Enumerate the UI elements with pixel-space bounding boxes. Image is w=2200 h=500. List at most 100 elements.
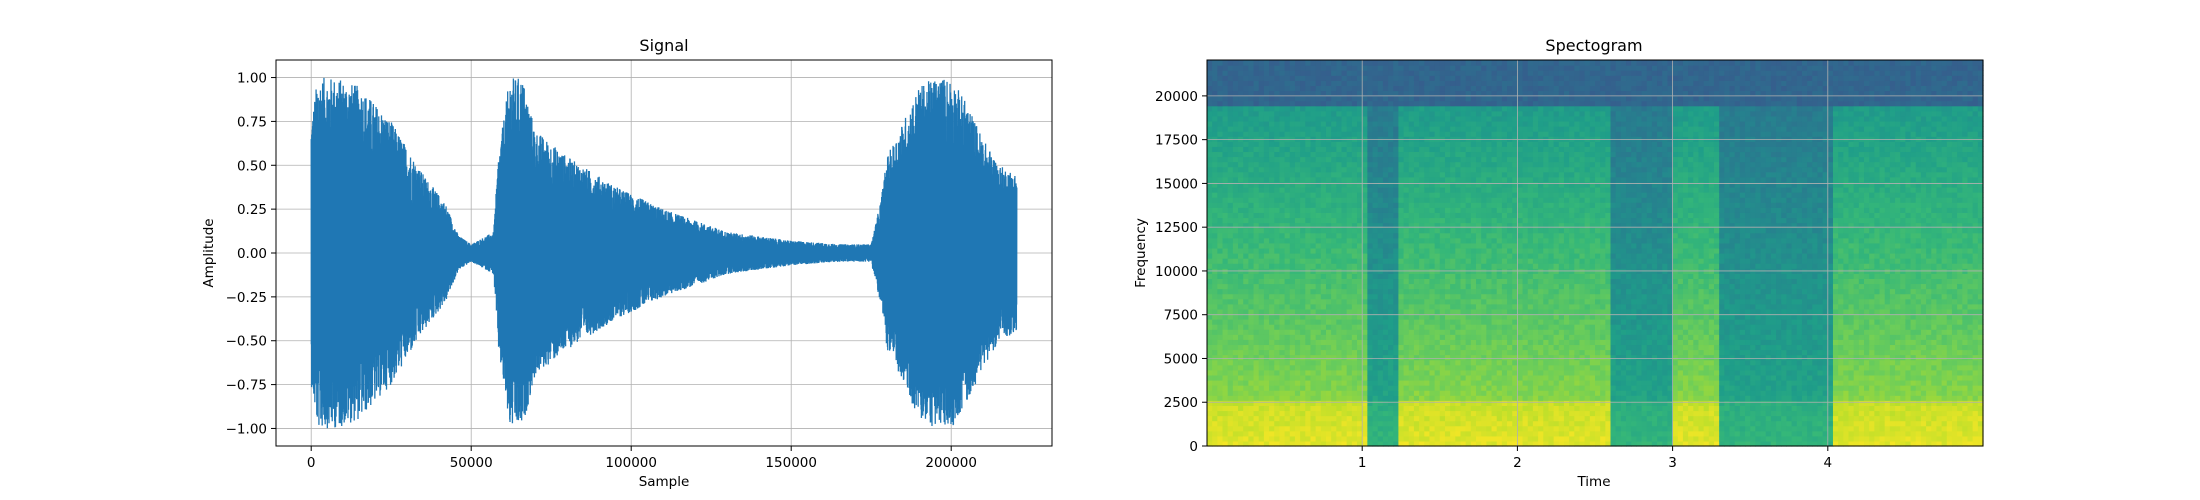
spectrogram-cell xyxy=(1403,247,1410,254)
spectrogram-cell xyxy=(1238,390,1244,396)
spectrogram-cell xyxy=(1434,410,1441,417)
spectrogram-cell xyxy=(1393,364,1400,371)
spectrogram-cell xyxy=(1470,319,1477,325)
spectrogram-cell xyxy=(1460,192,1467,198)
spectrogram-cell xyxy=(1232,405,1239,412)
spectrogram-cell xyxy=(1232,400,1239,406)
spectrogram-cell xyxy=(1263,232,1270,239)
spectrogram-cell xyxy=(1532,171,1539,178)
spectrogram-cell xyxy=(1305,303,1312,310)
spectrogram-cell xyxy=(1372,319,1379,325)
spectrogram-cell xyxy=(1388,308,1394,315)
spectrogram-cell xyxy=(1238,70,1244,76)
spectrogram-cell xyxy=(1320,410,1327,417)
spectrogram-cell xyxy=(1289,181,1296,188)
spectrogram-cell xyxy=(1357,227,1363,234)
spectrogram-cell xyxy=(1429,334,1436,340)
spectrogram-cell xyxy=(1367,364,1374,371)
spectrogram-cell xyxy=(1470,212,1477,219)
spectrogram-cell xyxy=(1346,313,1353,320)
spectrogram-cell xyxy=(1258,141,1265,147)
spectrogram-cell xyxy=(1527,131,1534,137)
spectrogram-cell xyxy=(1501,192,1508,198)
spectrogram-cell xyxy=(1419,60,1425,66)
spectrogram-cell xyxy=(1351,60,1358,66)
spectrogram-cell xyxy=(1377,369,1384,376)
spectrogram-cell xyxy=(1419,263,1425,269)
spectrogram-cell xyxy=(1258,247,1265,254)
spectrogram-cell xyxy=(1398,354,1405,361)
spectrogram-cell xyxy=(1372,131,1379,137)
spectrogram-cell xyxy=(1336,197,1343,203)
spectrogram-cell xyxy=(1351,166,1358,173)
spectrogram-cell xyxy=(1532,156,1539,163)
spectrogram-cell xyxy=(1300,303,1306,310)
spectrogram-cell xyxy=(1377,126,1384,132)
signal-ytick-label: −0.25 xyxy=(226,290,267,306)
spectrogram-cell xyxy=(1439,303,1446,310)
spectrogram-cell xyxy=(1207,197,1213,203)
spectrogram-cell xyxy=(1238,339,1244,346)
spectrogram-cell xyxy=(1336,298,1343,305)
spectrogram-cell xyxy=(1481,415,1487,422)
spectrogram-cell xyxy=(1279,298,1286,305)
spectrogram-cell xyxy=(1222,126,1229,132)
spectrogram-cell xyxy=(1372,207,1379,213)
spectrogram-cell xyxy=(1501,176,1508,183)
spectrogram-cell xyxy=(1501,283,1508,290)
spectrogram-cell xyxy=(1403,354,1410,361)
spectrogram-cell xyxy=(1465,400,1472,406)
spectrogram-cell xyxy=(1238,354,1244,361)
spectrogram-cell xyxy=(1372,288,1379,295)
spectrogram-cell xyxy=(1284,131,1291,137)
spectrogram-cell xyxy=(1538,440,1544,447)
spectrogram-cell xyxy=(1320,324,1327,330)
spectrogram-cell xyxy=(1341,131,1348,137)
spectrogram-cell xyxy=(1491,349,1498,356)
spectrogram-cell xyxy=(1439,120,1446,127)
spectrogram-cell xyxy=(1507,247,1513,254)
spectrogram-cell xyxy=(1517,308,1524,315)
spectrogram-cell xyxy=(1227,288,1234,295)
spectrogram-cell xyxy=(1455,85,1462,92)
spectrogram-cell xyxy=(1269,120,1275,127)
spectrogram-cell xyxy=(1294,65,1301,71)
spectrogram-cell xyxy=(1429,131,1436,137)
spectrogram-cell xyxy=(1476,298,1482,305)
spectrogram-cell xyxy=(1351,70,1358,76)
spectrogram-cell xyxy=(1284,141,1291,147)
spectrogram-cell xyxy=(1476,171,1482,178)
spectrogram-cell xyxy=(1300,324,1306,330)
spectrogram-cell xyxy=(1527,278,1534,285)
spectrogram-cell xyxy=(1501,161,1508,168)
spectrogram-cell xyxy=(1413,146,1420,153)
spectrogram-cell xyxy=(1253,390,1260,396)
spectrogram-cell xyxy=(1413,405,1420,412)
spectrogram-cell xyxy=(1512,85,1518,92)
signal-ylabel: Amplitude xyxy=(201,218,217,287)
spectrogram-cell xyxy=(1512,435,1518,442)
spectrogram-cell xyxy=(1336,131,1343,137)
spectrogram-cell xyxy=(1512,400,1518,406)
spectrogram-cell xyxy=(1517,70,1524,76)
spectrogram-cell xyxy=(1388,354,1394,361)
spectrogram-cell xyxy=(1522,263,1529,269)
spectrogram-cell xyxy=(1346,303,1353,310)
spectrogram-cell xyxy=(1450,192,1456,198)
spectrogram-cell xyxy=(1367,303,1374,310)
spectrogram-cell xyxy=(1507,410,1513,417)
spectrogram-cell xyxy=(1382,227,1389,234)
spectrogram-cell xyxy=(1274,237,1281,244)
spectrogram-cell xyxy=(1450,156,1456,163)
spectrogram-cell xyxy=(1372,95,1379,102)
spectrogram-cell xyxy=(1491,120,1498,127)
spectrogram-cell xyxy=(1476,410,1482,417)
spectrogram-cell xyxy=(1496,232,1503,239)
spectrogram-cell xyxy=(1403,126,1410,132)
spectrogram-cell xyxy=(1269,171,1275,178)
spectrogram-cell xyxy=(1398,374,1405,381)
spectrogram-cell xyxy=(1253,146,1260,153)
spectrogram-cell xyxy=(1284,374,1291,381)
spectrogram-cell xyxy=(1439,369,1446,376)
spectrogram-cell xyxy=(1310,141,1317,147)
